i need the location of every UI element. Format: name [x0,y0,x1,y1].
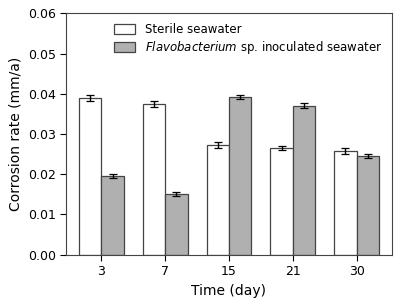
Bar [143,104,165,255]
Legend: Sterile seawater, $\it{Flavobacterium}$ sp. inoculated seawater: Sterile seawater, $\it{Flavobacterium}$ … [110,19,386,60]
Bar [334,151,356,255]
Bar [207,145,229,255]
Bar [356,156,379,255]
X-axis label: Time (day): Time (day) [192,284,266,298]
Bar [293,106,315,255]
Bar [270,148,293,255]
Bar [79,98,101,255]
Y-axis label: Corrosion rate (mm/a): Corrosion rate (mm/a) [8,57,22,211]
Bar [101,176,124,255]
Bar [165,194,188,255]
Bar [229,97,251,255]
